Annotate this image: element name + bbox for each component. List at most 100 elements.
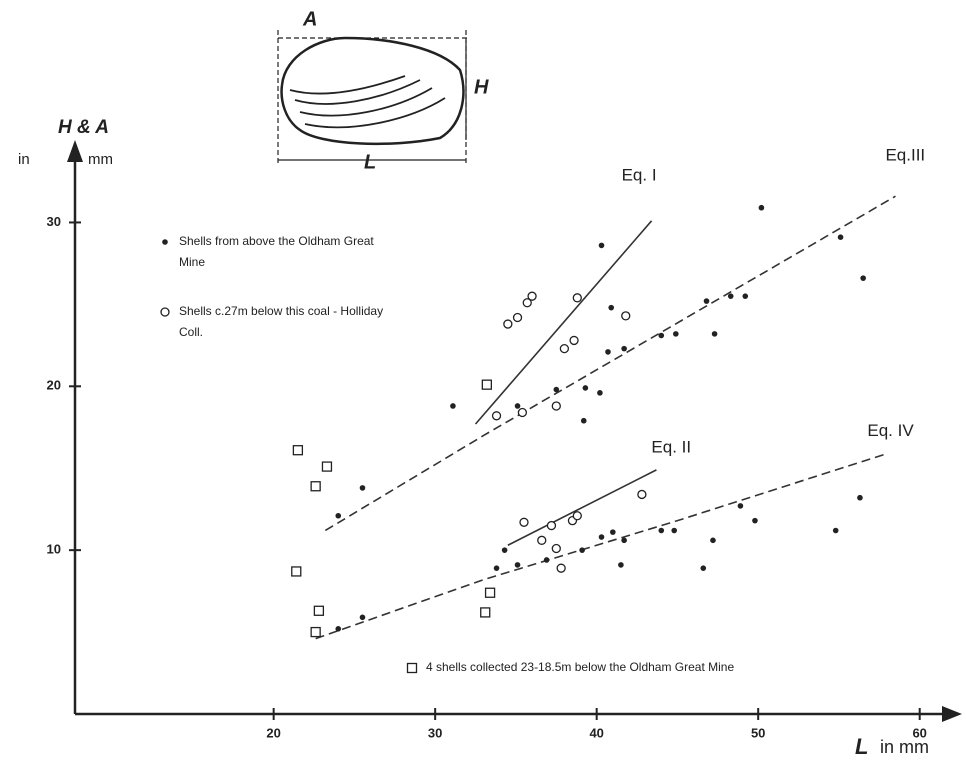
point: [537, 535, 547, 545]
shell-diagram: [280, 36, 465, 146]
legend-text: 4 shells collected 23-18.5m below the Ol…: [426, 660, 735, 674]
legend-marker: [160, 307, 170, 317]
y-label: H & A: [58, 117, 109, 138]
point: [359, 485, 366, 491]
legend-entry: Shells from above the Oldham Great Mine: [179, 234, 374, 269]
point: [491, 411, 502, 421]
point: [605, 349, 611, 355]
fit-line: [507, 469, 657, 546]
point: [527, 291, 537, 301]
point: [610, 529, 616, 535]
point: [514, 403, 521, 409]
point: [556, 563, 566, 573]
legend-entry: Shells c.27m below this coal - Holliday …: [179, 304, 384, 339]
point: [553, 386, 560, 393]
point: [737, 503, 744, 509]
point: [572, 511, 582, 521]
point: [700, 565, 707, 571]
y-unit: in: [18, 151, 30, 168]
point: [559, 343, 570, 354]
point: [621, 345, 627, 352]
point: [519, 517, 529, 527]
point: [569, 335, 579, 346]
line-label: Eq. IV: [867, 421, 914, 440]
point: [551, 401, 561, 411]
point: [832, 527, 839, 534]
point: [710, 537, 716, 544]
legend-entry: 4 shells collected 23-18.5m below the Ol…: [426, 660, 735, 674]
line-label: Eq. II: [651, 437, 691, 456]
point: [598, 242, 605, 249]
axes: [67, 140, 962, 722]
point: [484, 587, 496, 598]
point: [621, 537, 627, 544]
point: [671, 527, 678, 534]
point: [598, 534, 605, 540]
point: [514, 562, 521, 568]
point: [837, 234, 844, 241]
point: [543, 557, 550, 563]
point: [292, 445, 304, 456]
point: [727, 293, 734, 299]
point: [480, 607, 491, 618]
point: [857, 494, 863, 501]
line-label: Eq. I: [622, 165, 657, 184]
point: [551, 543, 561, 554]
point: [310, 626, 321, 638]
point: [321, 461, 333, 472]
x-tick-label: 30: [428, 725, 442, 740]
fit-line: [315, 452, 888, 640]
legend-text: Shells c.27m below this coal - Holliday …: [179, 304, 384, 339]
diagram-label: L: [364, 151, 376, 173]
point: [658, 527, 665, 534]
point: [579, 547, 585, 553]
point: [608, 304, 615, 311]
fit-line: [324, 195, 896, 532]
point: [522, 298, 532, 308]
y-unit: mm: [88, 151, 113, 168]
x-label: L: [855, 734, 868, 759]
point: [618, 562, 624, 568]
y-tick-label: 20: [47, 378, 61, 393]
point: [503, 319, 513, 329]
point: [335, 625, 342, 632]
point: [673, 331, 679, 337]
diagram-label: A: [302, 8, 317, 30]
point: [517, 407, 528, 418]
point: [580, 417, 587, 424]
point: [758, 204, 765, 211]
point: [501, 547, 508, 553]
point: [703, 298, 710, 304]
point: [481, 379, 493, 390]
point: [597, 390, 603, 396]
point: [512, 312, 523, 323]
point: [658, 332, 665, 339]
point: [621, 311, 631, 321]
x-tick-label: 40: [589, 725, 603, 740]
point: [752, 517, 758, 524]
diagram-label: H: [474, 76, 489, 98]
x-tick-label: 20: [266, 725, 280, 740]
line-label: Eq.III: [885, 146, 925, 165]
point: [291, 566, 302, 577]
fit-line: [474, 220, 653, 425]
point: [493, 565, 500, 571]
point: [335, 512, 342, 519]
x-tick-label: 50: [751, 725, 765, 740]
legend-marker: [162, 239, 168, 245]
point: [637, 489, 647, 500]
point: [711, 331, 718, 337]
point: [313, 605, 325, 616]
point: [450, 403, 456, 409]
point: [860, 275, 866, 281]
point: [359, 614, 366, 621]
point: [572, 293, 582, 303]
point: [742, 293, 749, 299]
diagram-dims: [277, 30, 470, 165]
point: [310, 481, 321, 492]
legend-text: Shells from above the Oldham Great Mine: [179, 234, 374, 269]
point: [582, 385, 589, 391]
point: [546, 520, 557, 531]
y-tick-label: 30: [47, 214, 61, 229]
